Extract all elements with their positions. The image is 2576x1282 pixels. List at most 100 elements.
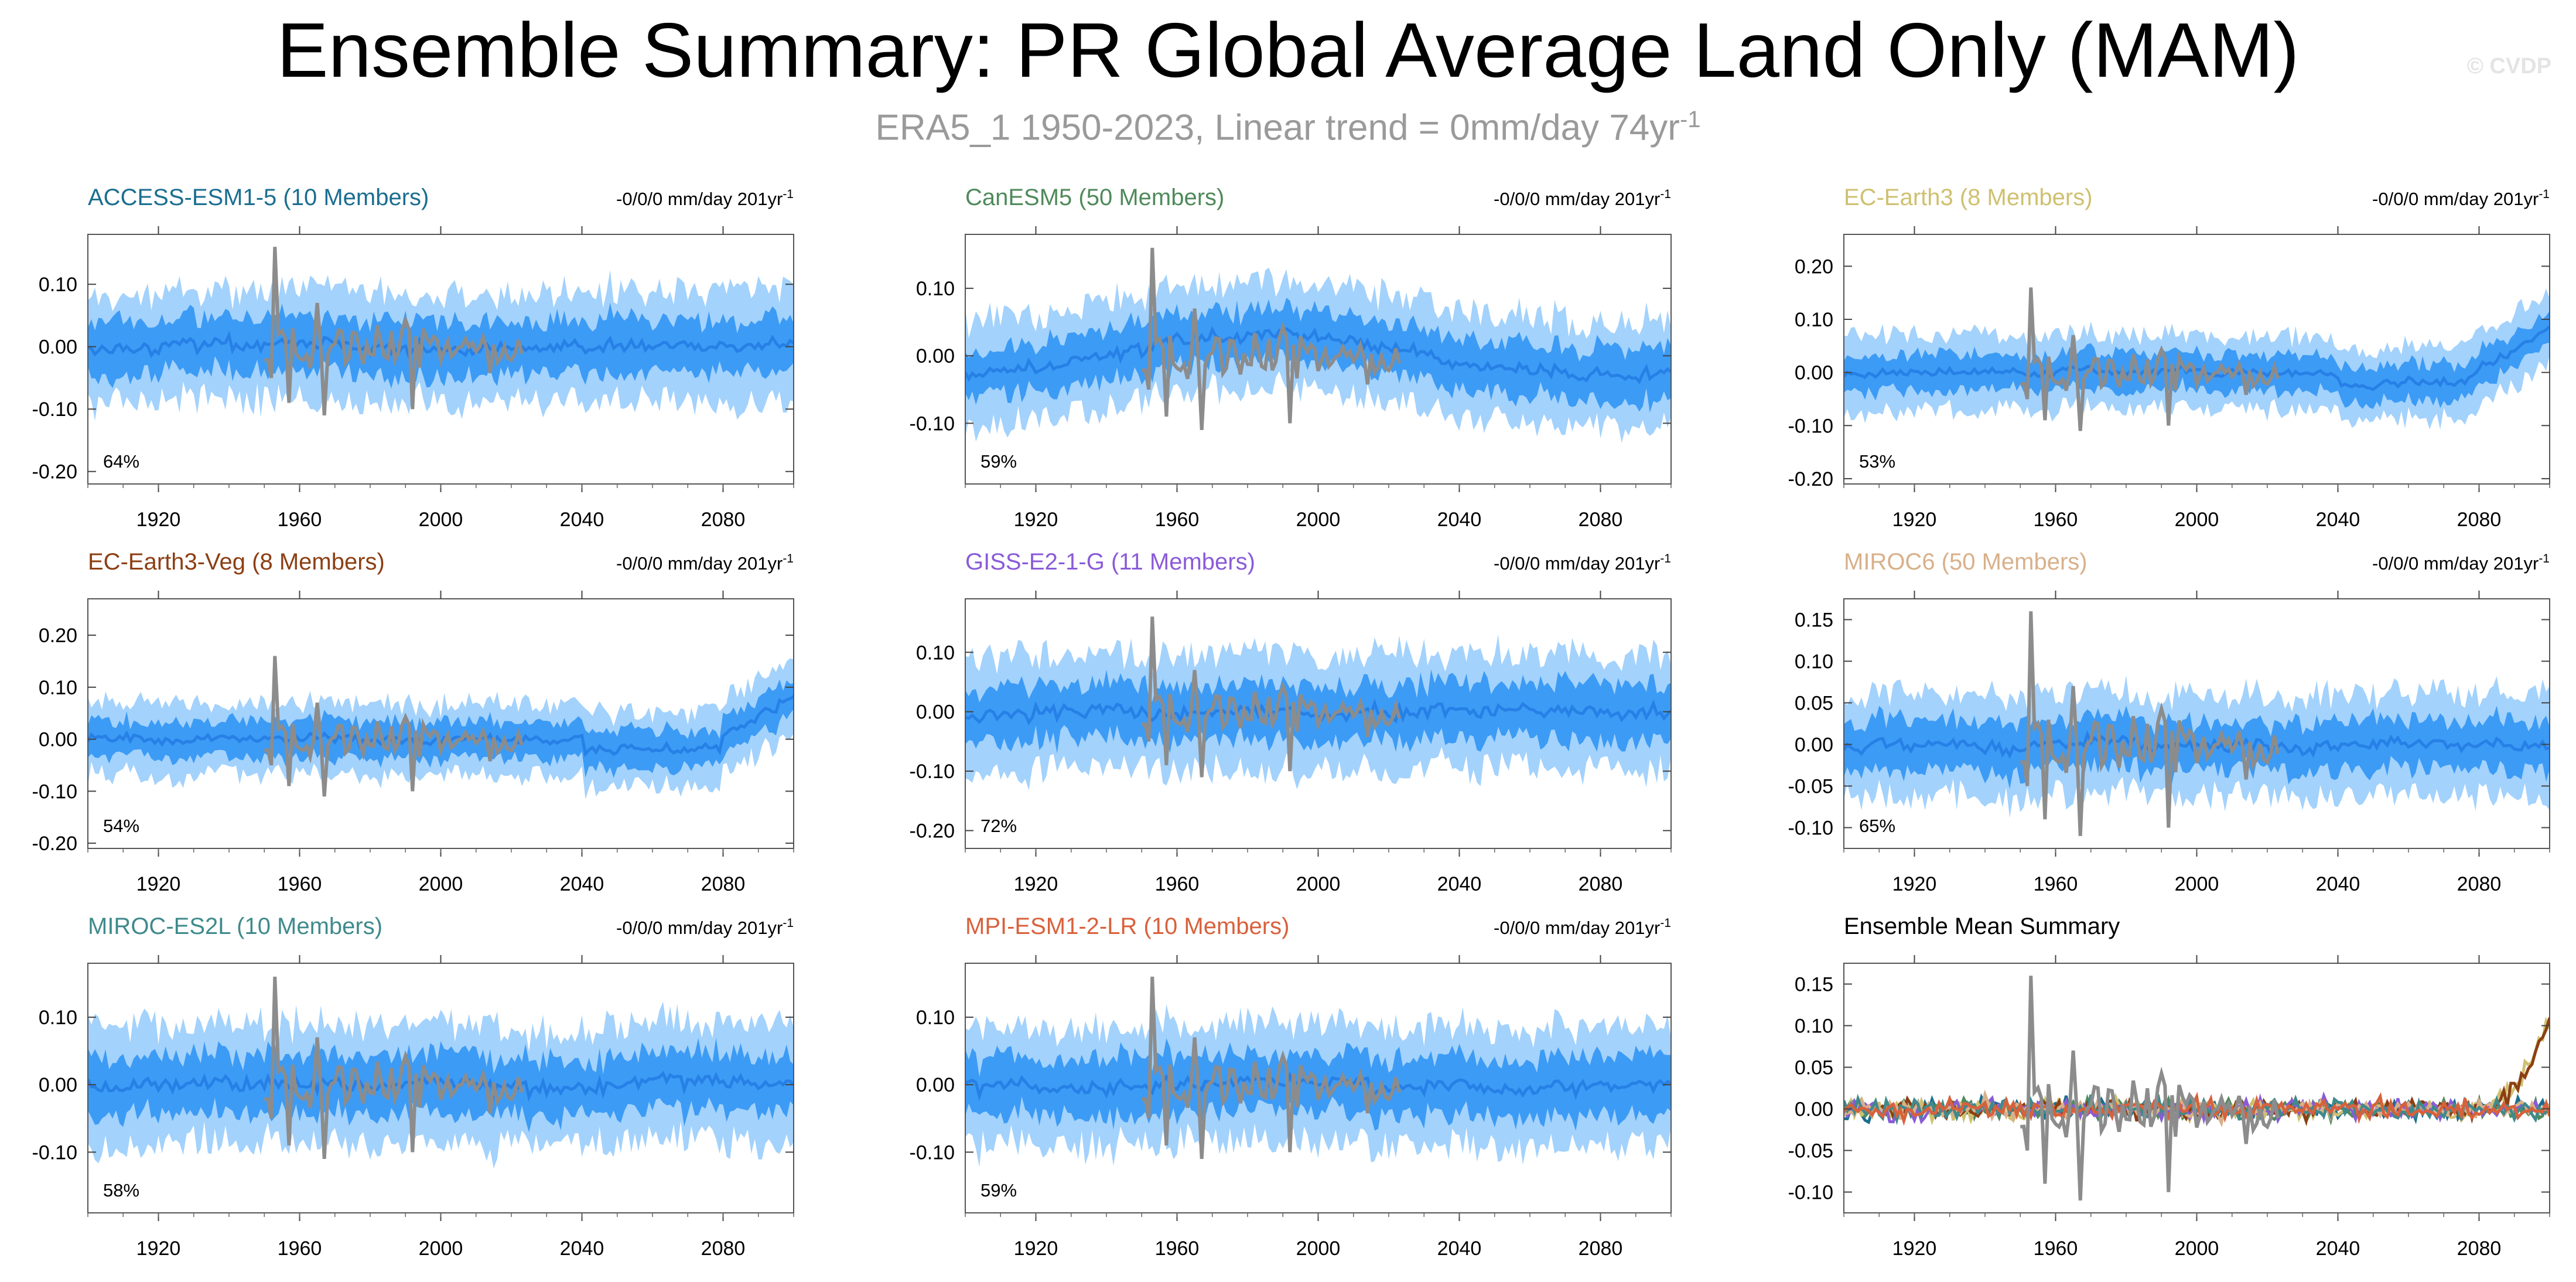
panel-trend: -0/0/0 mm/day 201yr-1 (1494, 916, 1671, 938)
observed-era5-line (2020, 611, 2280, 836)
panel-percent: 59% (980, 1180, 1017, 1201)
y-tick-label: -0.05 (1788, 1140, 1834, 1162)
chart-panel-7: -0.10 0.00 0.10 1920 1960 2000 2040 2080 MIROC-E… (32, 913, 794, 1260)
chart-panel-6: -0.10 -0.05 0.00 0.05 0.10 0.15 1920 1960 2000 20… (1788, 549, 2550, 895)
plot-area (965, 247, 1671, 443)
panel-percent: 54% (103, 816, 139, 836)
chart-panel-5: -0.20 -0.10 0.00 0.10 1920 1960 2000 2040 2080 GI… (910, 549, 1672, 895)
x-tick-label: 1960 (1155, 1237, 1200, 1260)
ensemble-interquartile-band (965, 298, 1671, 413)
y-tick-label: 0.00 (916, 345, 955, 367)
y-tick-label: -0.20 (32, 833, 78, 855)
panel-title: MIROC-ES2L (10 Members) (88, 913, 382, 939)
x-tick-label: 2000 (2175, 509, 2219, 531)
panel-trend: -0/0/0 mm/day 201yr-1 (1494, 552, 1671, 574)
panel-title: GISS-E2-1-G (11 Members) (965, 549, 1255, 575)
y-tick-label: 0.05 (1795, 1057, 1833, 1079)
plot-area (1844, 611, 2550, 836)
y-tick-label: 0.10 (916, 278, 955, 300)
x-tick-label: 1960 (278, 1237, 322, 1260)
plot-area (88, 247, 794, 421)
x-tick-label: 2080 (1579, 873, 1623, 895)
panel-title: CanESM5 (50 Members) (965, 185, 1224, 210)
subtitle-text: ERA5_1 1950-2023, Linear trend = 0mm/day… (875, 107, 1680, 148)
panel-title: MPI-ESM1-2-LR (10 Members) (965, 913, 1289, 939)
y-tick-label: -0.10 (1788, 415, 1834, 437)
panel-trend: -0/0/0 mm/day 201yr-1 (616, 916, 794, 938)
x-tick-label: 2040 (560, 873, 604, 895)
panel-title: EC-Earth3 (8 Members) (1844, 185, 2093, 210)
x-tick-label: 1960 (278, 873, 322, 895)
x-tick-label: 2040 (1437, 1237, 1482, 1260)
x-tick-label: 1960 (2034, 873, 2078, 895)
y-tick-label: -0.10 (1788, 1182, 1834, 1204)
panel-trend-superscript: -1 (783, 916, 794, 930)
x-tick-label: 2000 (419, 1237, 463, 1260)
panel-percent: 65% (1859, 816, 1895, 836)
observed-era5-line (1142, 616, 1401, 778)
y-tick-label: 0.00 (39, 729, 77, 751)
y-tick-label: 0.10 (1795, 1015, 1833, 1038)
x-tick-label: 2080 (2457, 509, 2502, 531)
chart-panel-8: -0.10 0.00 0.10 1920 1960 2000 2040 2080 MPI-ESM… (910, 913, 1672, 1260)
y-tick-label: 0.10 (1795, 309, 1833, 331)
panel-trend-text: -0/0/0 mm/day 201yr (616, 918, 783, 938)
plot-area (965, 616, 1671, 790)
panel-title: EC-Earth3-Veg (8 Members) (88, 549, 385, 575)
x-tick-label: 1920 (136, 1237, 181, 1260)
x-tick-label: 2000 (1296, 509, 1341, 531)
x-tick-label: 2000 (2175, 873, 2219, 895)
x-tick-label: 2080 (2457, 873, 2502, 895)
plot-area (1844, 976, 2550, 1201)
ensemble-mean-line (88, 1070, 794, 1102)
panel-trend-superscript: -1 (2539, 552, 2550, 565)
y-tick-label: 0.10 (916, 642, 955, 664)
y-tick-label: -0.20 (1788, 468, 1834, 490)
x-tick-label: 1960 (278, 509, 322, 531)
panel-percent: 58% (103, 1180, 139, 1201)
y-tick-label: 0.15 (1795, 609, 1833, 632)
chart-panel-9: -0.10 -0.05 0.00 0.05 0.10 0.15 1920 1960 2000 20… (1788, 913, 2550, 1260)
x-tick-label: 2080 (701, 509, 746, 531)
x-tick-label: 2080 (1579, 1237, 1623, 1260)
ensemble-mean-line (965, 326, 1671, 384)
page-subtitle: ERA5_1 1950-2023, Linear trend = 0mm/day… (0, 96, 2576, 152)
panel-trend-superscript: -1 (783, 187, 794, 201)
chart-panel-2: -0.10 0.00 0.10 1920 1960 2000 2040 2080 CanESM5… (910, 185, 1672, 531)
panel-trend-superscript: -1 (2539, 187, 2550, 201)
y-tick-label: 0.00 (916, 1074, 955, 1096)
x-tick-label: 1920 (1892, 1237, 1937, 1260)
y-tick-label: -0.10 (32, 780, 78, 803)
observed-era5-line (264, 656, 524, 797)
x-tick-label: 2080 (701, 873, 746, 895)
y-tick-label: 0.00 (1795, 362, 1833, 384)
x-tick-label: 1920 (136, 873, 181, 895)
panel-percent: 72% (980, 816, 1017, 836)
x-tick-label: 2080 (1579, 509, 1623, 531)
panel-trend: -0/0/0 mm/day 201yr-1 (616, 187, 794, 209)
y-tick-label: -0.10 (1788, 817, 1834, 840)
x-tick-label: 2040 (560, 509, 604, 531)
y-tick-label: 0.00 (39, 336, 77, 359)
panel-title: Ensemble Mean Summary (1844, 913, 2120, 939)
y-tick-label: -0.10 (910, 1141, 955, 1164)
panel-trend: -0/0/0 mm/day 201yr-1 (1494, 187, 1671, 209)
plot-frame (1843, 963, 2550, 1213)
x-tick-label: 2040 (1437, 873, 1482, 895)
y-tick-label: -0.10 (910, 412, 955, 435)
panel-percent: 53% (1859, 451, 1895, 472)
panel-trend-superscript: -1 (1660, 187, 1671, 201)
ensemble-mean-line (965, 1071, 1671, 1101)
y-tick-label: -0.10 (32, 1141, 78, 1164)
plot-area (88, 976, 794, 1169)
y-tick-label: -0.20 (32, 461, 78, 483)
ensemble-mean-series-8 (1844, 1092, 2550, 1126)
ensemble-mean-line (88, 330, 794, 360)
panel-trend-superscript: -1 (783, 552, 794, 565)
x-tick-label: 2040 (1437, 509, 1482, 531)
y-tick-label: 0.00 (916, 701, 955, 724)
panel-trend: -0/0/0 mm/day 201yr-1 (2372, 552, 2550, 574)
y-tick-label: 0.10 (39, 1007, 77, 1029)
y-tick-label: 0.10 (916, 1007, 955, 1029)
